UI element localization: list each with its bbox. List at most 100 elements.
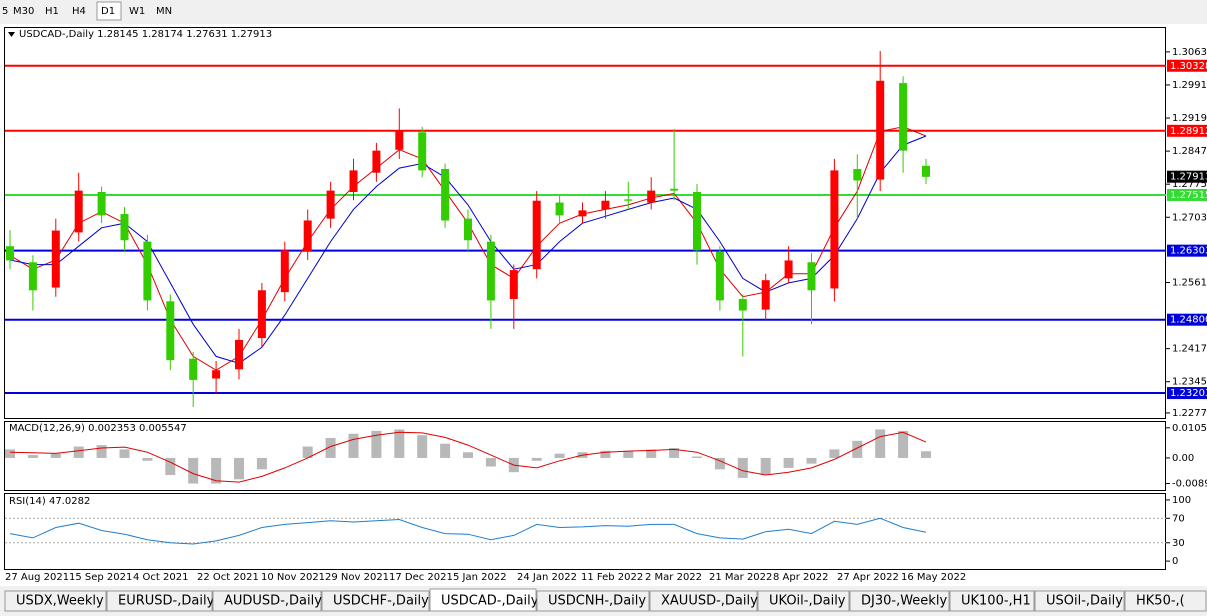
macd-bar [714,457,725,470]
macd-bar [485,457,496,467]
date-label: 21 Mar 2022 [709,572,772,583]
macd-bar [463,452,473,458]
macd-bar [5,449,15,458]
timeframe-button[interactable]: M30 [13,6,34,17]
date-label: 11 Feb 2022 [581,572,643,583]
candle-body [670,188,679,191]
timeframe-button[interactable]: H1 [45,6,59,17]
candle-body [166,301,175,361]
macd-tick-label: 0.010578 [1172,423,1207,434]
tab-label[interactable]: USOil-,Daily [1046,594,1123,609]
macd-bar [646,449,657,458]
candle-body [74,190,83,233]
date-label: 24 Jan 2022 [517,572,577,583]
price-tick-label: 1.29190 [1172,113,1207,124]
macd-bar [27,455,38,458]
macd-bar [554,453,565,458]
tab-label[interactable]: USDCHF-,Daily [333,594,429,609]
macd-bar [256,457,267,470]
macd-bar [302,446,313,458]
candle-body [189,358,198,380]
price-tick-label: 1.29910 [1172,80,1207,91]
candle-body [761,280,770,310]
chart-window [0,24,1207,586]
rsi-tick-label: 30 [1172,538,1185,549]
candle-body [418,132,427,171]
date-label: 22 Oct 2021 [197,572,259,583]
tab-label[interactable]: USDCAD-,Daily [441,594,539,609]
tab[interactable] [4,590,107,612]
tab-label[interactable]: USDCNH-,Daily [548,594,646,609]
tab[interactable] [1034,590,1125,612]
moving-average [9,135,927,364]
candle-body [257,290,266,339]
candle-body [509,270,518,300]
timeframe-button[interactable]: W1 [129,6,145,17]
macd-bar [531,457,542,461]
macd-bar [783,457,794,468]
tab[interactable] [649,590,758,612]
tab-label[interactable]: HK50-,( [1136,594,1185,609]
macd-bar [806,457,817,464]
tab-label[interactable]: UK100-,H1 [961,594,1031,609]
macd-tick-label: -0.008964 [1172,478,1207,489]
date-label: 10 Nov 2021 [261,572,325,583]
macd-bar [348,433,359,458]
candle-body [647,190,656,203]
level-label: 1.26303 [1170,246,1207,257]
level-box [1167,387,1207,400]
macd-bar [692,456,702,458]
tab[interactable] [212,590,322,612]
candle-body [784,260,793,279]
candle-body [486,241,495,301]
candle-body [6,246,14,261]
macd-bar [760,457,771,476]
tab[interactable] [429,588,537,612]
timeframe-button[interactable]: H4 [72,6,86,17]
date-label: 16 May 2022 [901,572,966,583]
candle-body [532,200,541,270]
candle-body [212,370,221,379]
candle-body [624,199,633,201]
tab[interactable] [757,590,850,612]
date-label: 17 Dec 2021 [389,572,453,583]
tab-label[interactable]: DJ30-,Weekly [861,594,947,609]
level-box [1167,244,1207,257]
tab[interactable] [106,590,213,612]
level-box [1167,59,1207,72]
macd-bar [623,450,634,458]
macd-bar [852,440,863,458]
tab-label[interactable]: USDX,Weekly [16,594,104,609]
tab-label[interactable]: XAUUSD-,Daily [661,594,758,609]
macd-tick-label: 0.00 [1172,453,1194,464]
tab[interactable] [949,590,1035,612]
timeframe-button[interactable]: D1 [101,6,115,17]
price-tick-label: 1.24170 [1172,344,1207,355]
macd-bar [234,457,244,480]
macd-label: MACD(12,26,9) 0.002353 0.005547 [9,423,187,434]
candle-body [830,170,839,289]
candle-body [143,241,152,301]
tab[interactable] [536,590,650,612]
timeframe-button[interactable]: MN [156,6,172,17]
date-label: 8 Apr 2022 [773,572,828,583]
tab[interactable] [849,590,950,612]
timeframe-button[interactable]: 5 [2,6,8,17]
candle-body [97,191,106,216]
level-box [1167,313,1207,326]
macd-bar [898,430,909,458]
rsi-tick-label: 70 [1172,513,1185,524]
tab-label[interactable]: UKOil-,Daily [769,594,846,609]
level-box [1167,170,1207,183]
macd-bar [440,443,451,458]
macd-bar [325,438,336,458]
tab-label[interactable]: AUDUSD-,Daily [224,594,322,609]
tab[interactable] [1124,590,1207,612]
candle-body [876,80,885,180]
date-label: 27 Aug 2021 [5,572,69,583]
level-label: 1.28912 [1170,126,1207,137]
candle-body [464,218,472,241]
tab-label[interactable]: EURUSD-,Daily [118,594,215,609]
tab[interactable] [321,590,430,612]
